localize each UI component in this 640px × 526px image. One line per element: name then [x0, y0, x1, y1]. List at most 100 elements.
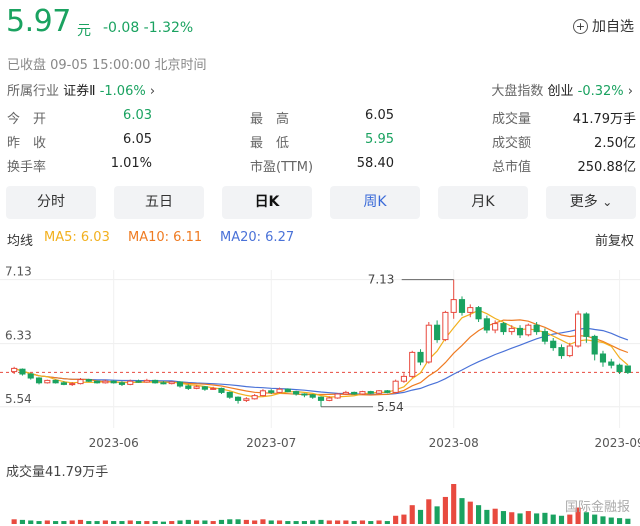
- volume-bar: [384, 521, 390, 524]
- volume-bar: [61, 521, 67, 524]
- candle: [434, 320, 441, 343]
- volume-bar: [44, 520, 50, 524]
- volume-chart: [11, 484, 631, 524]
- volume-bar: [376, 520, 382, 524]
- candle-body: [193, 386, 200, 389]
- volume-bar: [534, 513, 540, 524]
- volume-bar: [185, 519, 191, 524]
- candle-body: [52, 379, 59, 384]
- candle: [276, 387, 283, 394]
- y-tick-label: 6.33: [5, 329, 32, 343]
- adjust-selector[interactable]: 前复权: [594, 234, 634, 249]
- candle-body: [450, 299, 457, 313]
- candle-body: [558, 347, 565, 357]
- kline-chart[interactable]: 7.13 6.33 5.54 2023-06 2023-07 2023-08 2023-09…: [0, 250, 640, 455]
- tab-monthly-k[interactable]: 月K: [438, 186, 528, 219]
- candle: [317, 396, 325, 407]
- candle-body: [475, 307, 482, 320]
- candle-body: [566, 345, 573, 357]
- candle: [118, 381, 126, 386]
- volume-bar: [276, 520, 283, 524]
- candle-body: [44, 379, 51, 384]
- x-tick-label: 2023-09: [594, 436, 640, 450]
- candle-body: [317, 396, 325, 401]
- candle: [616, 363, 623, 374]
- chevron-down-icon: ⌄: [602, 195, 613, 209]
- volume-bar: [476, 505, 482, 524]
- volume-bar: [177, 520, 183, 524]
- low-marker-label: 5.54: [377, 400, 404, 414]
- volume-bar: [285, 521, 291, 524]
- stat-value: 1.01%: [110, 156, 152, 171]
- tab-five-day[interactable]: 五日: [114, 186, 204, 219]
- candle: [85, 378, 92, 382]
- volume-bar: [351, 521, 357, 524]
- candle: [375, 390, 383, 394]
- candle: [384, 390, 391, 394]
- volume-bar: [434, 506, 440, 524]
- y-tick-label: 5.54: [5, 392, 32, 406]
- candle: [351, 391, 358, 395]
- volume-bar: [77, 519, 84, 524]
- candle-body: [500, 323, 507, 333]
- index-label: 大盘指数: [491, 84, 544, 99]
- volume-bar: [600, 516, 606, 524]
- candle-body: [367, 391, 374, 394]
- ma5-line: [13, 309, 629, 398]
- candle-body: [218, 387, 225, 393]
- candle-body: [351, 391, 358, 395]
- candle: [152, 379, 159, 384]
- stat-label: 最 高: [250, 112, 290, 127]
- tab-weekly-k[interactable]: 周K: [330, 186, 420, 219]
- volume-bar: [310, 520, 316, 524]
- candle-body: [550, 340, 557, 349]
- stat-label: 总市值: [492, 160, 532, 175]
- volume-bar: [268, 520, 274, 524]
- candle-body: [102, 380, 109, 384]
- add-watchlist-button[interactable]: + 加自选: [573, 16, 634, 36]
- volume-bar: [517, 513, 523, 524]
- candle: [243, 397, 250, 402]
- industry-name: 证券Ⅱ: [63, 84, 96, 99]
- candle: [268, 389, 275, 394]
- volume-bar: [625, 518, 631, 524]
- ma10-legend: MA10: 6.11: [128, 230, 203, 245]
- index-change: -0.32%: [577, 84, 624, 99]
- index-link[interactable]: 大盘指数 创业 -0.32% ›: [491, 80, 633, 99]
- candle-body: [326, 397, 333, 401]
- candle: [135, 379, 142, 383]
- candle: [259, 389, 267, 397]
- candle-body: [185, 385, 192, 389]
- price-change: -0.08 -1.32%: [103, 20, 194, 36]
- candle-body: [301, 393, 308, 396]
- candle: [500, 322, 507, 335]
- candle-body: [616, 364, 623, 373]
- candle-body: [201, 386, 208, 390]
- candle-body: [334, 393, 341, 399]
- tab-more[interactable]: 更多 ⌄: [546, 186, 636, 219]
- volume-bar: [36, 521, 42, 524]
- volume-bar: [326, 520, 332, 524]
- industry-change: -1.06%: [99, 84, 146, 99]
- volume-bar: [451, 484, 457, 524]
- candle-body: [575, 313, 582, 347]
- candle-body: [508, 327, 515, 333]
- volume-bar: [252, 520, 258, 524]
- candle: [525, 323, 532, 337]
- candle-body: [483, 318, 490, 331]
- high-marker-label: 7.13: [368, 273, 395, 287]
- candle-body: [392, 380, 399, 393]
- tab-intraday[interactable]: 分时: [6, 186, 96, 219]
- candle: [392, 379, 399, 394]
- volume-bar: [343, 520, 349, 524]
- candle: [11, 366, 18, 374]
- candle-body: [525, 324, 532, 336]
- volume-bar: [218, 519, 225, 524]
- candle: [409, 350, 416, 378]
- candle-body: [442, 311, 449, 341]
- volume-bar: [227, 519, 233, 524]
- industry-link[interactable]: 所属行业 证券Ⅱ -1.06% ›: [7, 80, 155, 99]
- tab-daily-k[interactable]: 日K: [222, 186, 312, 219]
- volume-bar: [293, 521, 299, 524]
- candle: [508, 325, 515, 335]
